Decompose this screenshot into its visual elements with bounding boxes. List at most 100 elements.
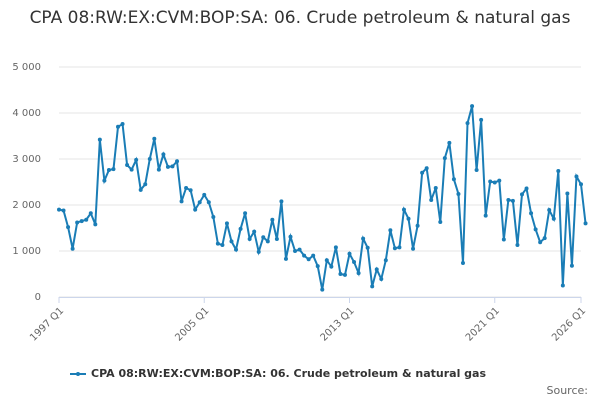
data-point <box>193 207 198 212</box>
data-point <box>165 164 170 169</box>
data-point <box>84 217 89 222</box>
data-point <box>297 247 302 252</box>
data-point <box>120 122 125 127</box>
data-point <box>306 257 311 262</box>
data-point <box>147 157 152 161</box>
data-point <box>79 219 84 224</box>
x-tick-label: 2005 Q1 <box>173 305 211 343</box>
data-point <box>156 167 161 172</box>
data-point <box>401 207 406 212</box>
data-point <box>338 272 343 276</box>
data-point <box>270 217 275 222</box>
data-point <box>569 263 574 268</box>
data-point <box>129 167 134 172</box>
data-point <box>460 260 465 265</box>
data-point <box>256 249 261 254</box>
data-point <box>447 140 452 145</box>
chart-title: CPA 08:RW:EX:CVM:BOP:SA: 06. Crude petro… <box>29 8 571 28</box>
data-point <box>442 156 447 161</box>
data-point <box>170 164 175 169</box>
data-point <box>560 283 565 288</box>
data-point <box>247 237 252 242</box>
data-point <box>152 136 157 141</box>
data-point <box>551 216 556 221</box>
data-point <box>565 191 570 196</box>
data-point <box>479 117 484 122</box>
data-point <box>93 222 98 227</box>
data-point <box>356 271 361 276</box>
data-point <box>438 220 443 225</box>
data-point <box>125 162 130 167</box>
data-point <box>333 245 338 250</box>
data-point <box>392 246 397 251</box>
data-point <box>229 239 234 244</box>
data-point <box>102 178 107 183</box>
data-point <box>134 157 139 162</box>
data-point <box>370 284 375 289</box>
data-point <box>220 243 225 248</box>
data-point <box>547 208 552 213</box>
data-point <box>456 191 461 196</box>
data-point <box>352 260 357 265</box>
data-point <box>202 192 207 197</box>
data-point <box>138 187 143 192</box>
y-tick-label: 4 000 <box>12 108 41 119</box>
data-point <box>424 166 429 171</box>
legend-marker <box>76 372 80 376</box>
data-point <box>538 240 543 245</box>
data-point <box>451 177 456 182</box>
y-tick-label: 0 <box>35 292 41 303</box>
data-point <box>324 258 329 263</box>
data-point <box>515 243 520 248</box>
data-point <box>252 229 257 234</box>
data-point <box>320 287 325 292</box>
data-point <box>179 199 184 204</box>
data-point <box>497 178 502 183</box>
data-point <box>506 197 511 202</box>
data-point <box>579 182 583 187</box>
data-point <box>483 213 488 218</box>
data-point <box>492 180 497 185</box>
data-point <box>215 241 220 246</box>
data-point <box>243 211 248 216</box>
y-tick-label: 5 000 <box>12 62 41 73</box>
data-point <box>519 192 524 197</box>
data-point <box>265 239 270 244</box>
data-point <box>293 249 298 253</box>
data-point <box>474 168 479 173</box>
data-point <box>433 185 438 190</box>
x-tick-label: 2026 Q1 <box>550 305 588 343</box>
data-point <box>311 253 316 258</box>
data-point <box>465 121 470 126</box>
data-point <box>379 277 384 282</box>
data-point <box>329 264 334 269</box>
source: Source: <box>547 384 589 397</box>
data-point <box>211 214 216 219</box>
data-point <box>488 179 493 184</box>
data-point <box>224 221 229 226</box>
data-point <box>556 168 561 173</box>
data-point <box>361 236 366 241</box>
data-point <box>57 207 61 212</box>
data-point <box>184 185 189 190</box>
data-point <box>143 182 148 187</box>
y-tick-label: 2 000 <box>12 200 41 211</box>
data-point <box>175 159 180 164</box>
data-point <box>206 200 211 205</box>
data-point <box>288 234 293 239</box>
data-point <box>75 220 80 225</box>
data-point <box>302 253 307 258</box>
data-point <box>388 228 393 233</box>
data-point <box>61 208 66 213</box>
data-point <box>470 104 475 109</box>
data-point <box>524 186 529 191</box>
legend-label: CPA 08:RW:EX:CVM:BOP:SA: 06. Crude petro… <box>91 367 486 380</box>
data-point <box>188 188 193 193</box>
data-point <box>411 246 416 251</box>
data-point <box>347 251 352 256</box>
series-line <box>58 105 587 290</box>
data-point <box>116 124 121 129</box>
data-point <box>283 256 288 261</box>
